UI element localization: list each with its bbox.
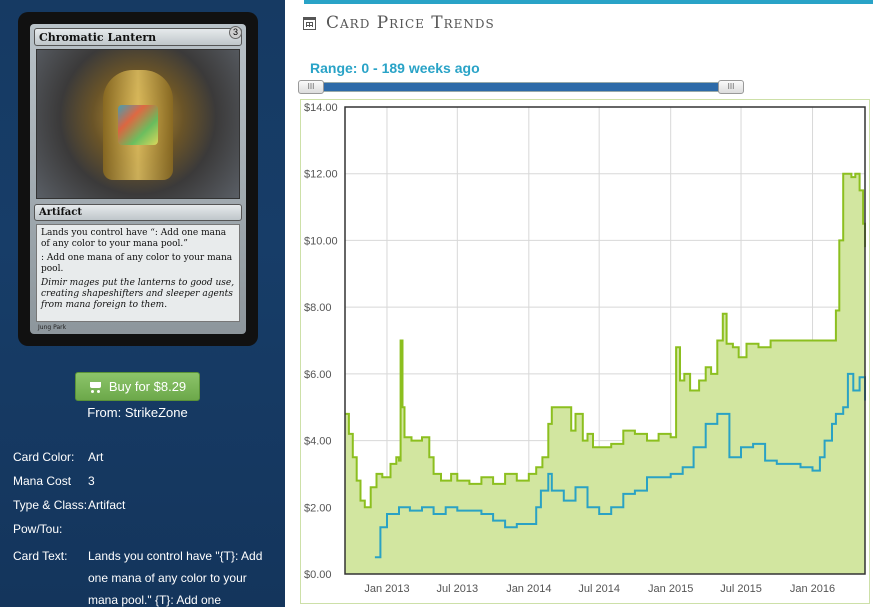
card-image: Chromatic Lantern 3 Artifact Lands you c… [18,12,258,346]
card-details-list: Card Color: Art Mana Cost 3 Type & Class… [13,449,278,607]
y-tick-label: $8.00 [304,302,332,314]
x-tick-label: Jan 2016 [790,583,835,595]
range-label: Range: 0 - 189 weeks ago [310,60,480,76]
card-face: Chromatic Lantern 3 Artifact Lands you c… [30,24,246,334]
detail-value: Art [88,450,104,464]
price-chart-svg: $0.00 $2.00 $4.00 $6.00 $8.00 $10.00 $12.00 $14… [304,102,866,595]
y-tick-label: $14.00 [304,102,338,114]
buy-button-label: Buy for $8.29 [108,379,187,394]
detail-row-type: Type & Class: Artifact [13,497,278,521]
card-flavor-text: Dimir mages put the lanterns to good use… [41,278,235,310]
detail-label: Pow/Tou: [13,522,63,536]
x-tick-label: Jan 2013 [364,583,409,595]
card-name: Chromatic Lantern [34,28,242,46]
slider-handle-start[interactable]: III [298,80,324,94]
detail-label: Card Color: [13,450,75,464]
detail-value: 3 [88,474,95,488]
y-tick-label: $12.00 [304,169,338,181]
x-tick-label: Jul 2014 [578,583,620,595]
x-tick-label: Jan 2015 [648,583,693,595]
card-details-panel: Chromatic Lantern 3 Artifact Lands you c… [0,0,285,607]
card-rules-text-1: Lands you control have “: Add one mana o… [41,228,227,249]
shopping-cart-icon [89,381,103,393]
detail-label: Card Text: [13,549,68,563]
section-header: Card Price Trends [303,12,495,34]
card-type-line: Artifact [34,204,242,221]
card-text-box: Lands you control have “: Add one mana o… [36,224,240,322]
detail-row-mana-cost: Mana Cost 3 [13,473,278,497]
series-area-fill [345,173,865,574]
buy-button[interactable]: Buy for $8.29 [75,372,200,401]
detail-row-color: Card Color: Art [13,449,278,473]
price-chart: $0.00 $2.00 $4.00 $6.00 $8.00 $10.00 $12.00 $14… [300,99,870,604]
card-rules-text-2: : Add one mana of any color to your mana… [41,253,233,274]
detail-value [88,521,278,545]
detail-value: Lands you control have "{T}: Add one man… [88,549,263,607]
slider-handle-end[interactable]: III [718,80,744,94]
vendor-label: From: StrikeZone [87,405,188,420]
section-title: Card Price Trends [326,13,495,33]
detail-value: Artifact [88,498,126,512]
lantern-art-glow [118,105,158,145]
y-tick-label: $2.00 [304,502,332,514]
card-art [36,49,240,199]
card-artist: Jung Park [38,324,67,331]
detail-label: Mana Cost [13,474,72,488]
plot-frame [344,106,866,575]
series-line-low [374,372,866,559]
y-tick-label: $10.00 [304,235,338,247]
series-line-high [345,172,866,509]
detail-row-card-text: Card Text: Lands you control have "{T}: … [13,545,278,607]
slider-selected-range [311,83,731,91]
calendar-icon [303,16,316,30]
x-tick-label: Jul 2015 [720,583,762,595]
x-tick-label: Jan 2014 [506,583,551,595]
y-tick-label: $0.00 [304,569,332,581]
range-slider[interactable]: III III [298,80,744,94]
detail-row-pow-tou: Pow/Tou: [13,521,278,545]
section-top-rule [304,0,873,4]
detail-label: Type & Class: [13,498,88,512]
x-tick-label: Jul 2013 [437,583,479,595]
card-mana-cost: 3 [229,26,242,39]
y-tick-label: $6.00 [304,369,332,381]
y-tick-label: $4.00 [304,436,332,448]
